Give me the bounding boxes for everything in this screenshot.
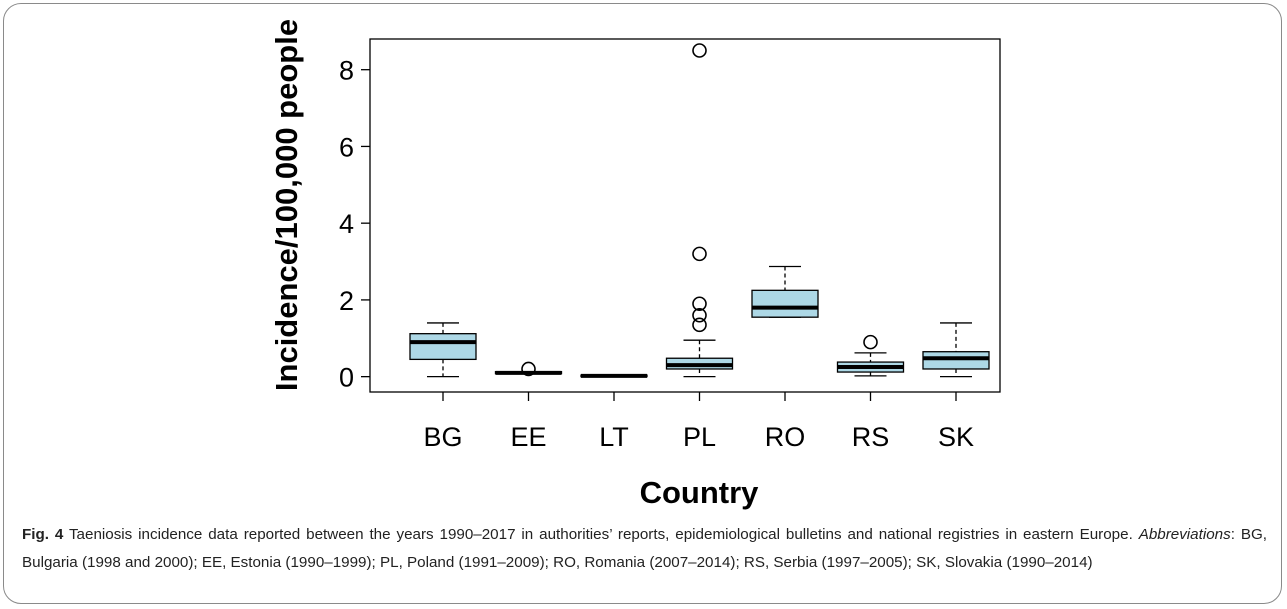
outlier-point: [863, 334, 878, 350]
outlier-point: [692, 317, 707, 333]
caption-text-2: : BG, Bulgaria (1998 and 2000); EE, Esto…: [22, 526, 1267, 571]
figure-caption: Fig. 4 Taeniosis incidence data reported…: [22, 521, 1267, 576]
outlier-point: [521, 361, 536, 377]
y-tick-label: 8: [339, 56, 354, 86]
x-tick-label: BG: [423, 422, 462, 452]
x-tick-label: RS: [852, 422, 890, 452]
box-pl: [665, 43, 734, 378]
x-tick-label: RO: [765, 422, 806, 452]
outlier-point: [692, 307, 707, 323]
y-axis: 0 2 4 6 8: [339, 38, 1001, 393]
box-sk: [922, 322, 990, 378]
box-ee: [494, 361, 563, 377]
y-tick-label: 4: [339, 209, 354, 239]
plot-border: [369, 38, 1001, 393]
box-bg: [409, 322, 477, 378]
abbreviations-label: Abbreviations: [1138, 526, 1231, 543]
box-iqr: [409, 333, 477, 361]
figure-frame: [3, 3, 1282, 604]
x-tick-label: EE: [510, 422, 546, 452]
outlier-point: [692, 296, 707, 312]
box-iqr: [751, 289, 819, 318]
figure-label: Fig. 4: [22, 526, 64, 543]
box-ro: [751, 265, 819, 318]
y-tick-label: 2: [339, 286, 354, 316]
x-tick-label: SK: [938, 422, 974, 452]
box-lt: [580, 373, 648, 378]
outlier-point: [692, 43, 707, 58]
x-tick-label: PL: [683, 422, 716, 452]
x-tick-label: LT: [599, 422, 629, 452]
boxplot-chart: 0 2 4 6 8 BG EE LT PL RO RS SK Incidence/100,000 p…: [269, 19, 1001, 510]
y-tick-label: 0: [339, 363, 354, 393]
caption-text-1: Taeniosis incidence data reported betwee…: [63, 526, 1139, 543]
y-axis-label: Incidence/100,000 people: [269, 19, 304, 391]
box-iqr: [922, 351, 990, 370]
boxes-group: [409, 43, 990, 378]
x-axis-label: Country: [640, 475, 760, 510]
y-tick-label: 6: [339, 132, 354, 162]
box-rs: [836, 334, 905, 377]
outlier-point: [692, 246, 707, 262]
x-axis: BG EE LT PL RO RS SK: [423, 392, 974, 452]
